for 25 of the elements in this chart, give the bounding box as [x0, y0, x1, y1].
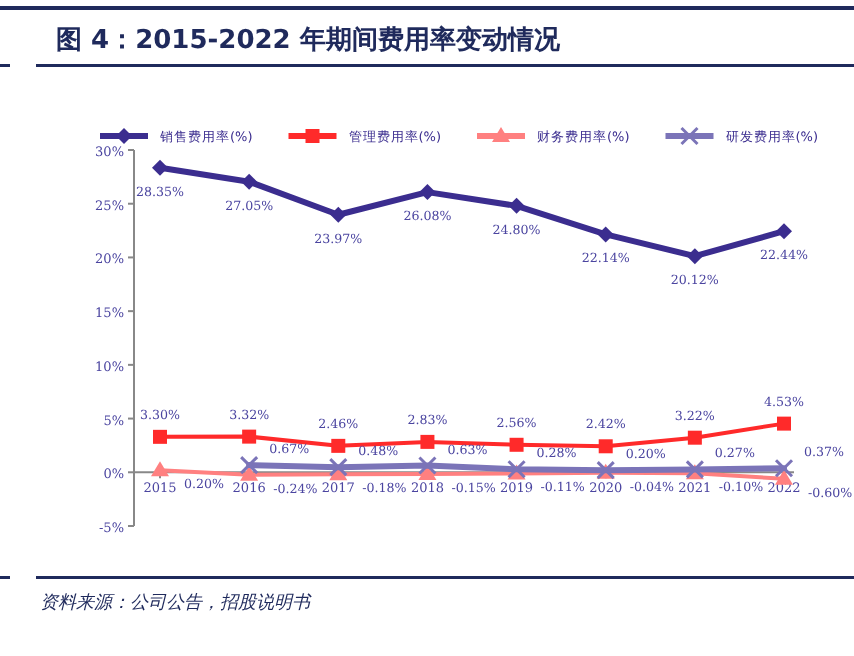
- point: [239, 455, 259, 475]
- point: [774, 458, 794, 478]
- point: [508, 197, 525, 214]
- point: [328, 457, 348, 477]
- point: [597, 226, 614, 243]
- point: [242, 429, 257, 444]
- point: [152, 159, 168, 176]
- point: [686, 248, 703, 265]
- point: [685, 459, 705, 479]
- point: [687, 430, 702, 445]
- point: [776, 223, 792, 240]
- point: [419, 184, 436, 201]
- point: [777, 416, 791, 431]
- point: [330, 206, 347, 223]
- point: [507, 459, 527, 479]
- point: [509, 437, 524, 452]
- text: 资料来源：公司公告，招股说明书: [40, 592, 312, 614]
- point: [153, 429, 167, 444]
- point: [420, 434, 435, 449]
- point: [151, 461, 169, 477]
- chart-title: 图 4：2015-2022 年期间费用率变动情况: [56, 24, 562, 56]
- point: [598, 439, 613, 454]
- point: [417, 456, 437, 476]
- point: [331, 438, 346, 453]
- point: [241, 173, 258, 190]
